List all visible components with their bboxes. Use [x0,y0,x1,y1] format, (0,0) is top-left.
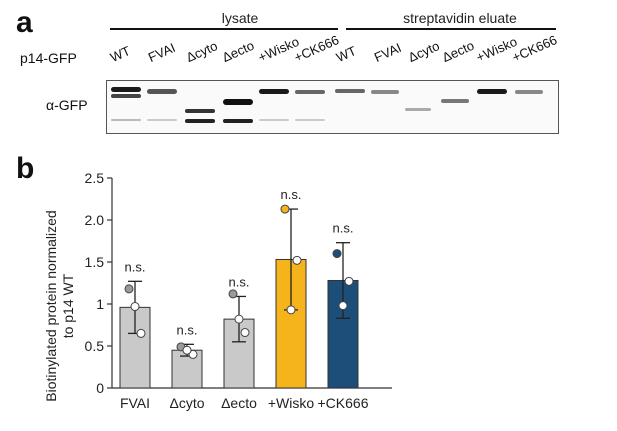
blot-band [259,89,289,94]
data-point [234,314,244,324]
data-point [338,301,348,311]
x-tick-label: +CK666 [318,395,369,411]
blot-band [185,109,215,113]
x-tick-label: FVAI [120,395,150,411]
data-point [344,276,354,286]
blot-band [441,99,469,103]
blot-band [111,87,141,92]
data-point [292,255,302,265]
data-point [332,249,342,259]
lane-label: +CK666 [509,32,560,65]
bar-chart: Biotinylated protein normalized to p14 W… [43,170,392,411]
data-point [280,204,290,214]
data-point [228,289,238,299]
blot-band [223,99,253,105]
y-tick-label: 0 [96,380,104,396]
data-point [240,328,250,338]
panel-b-label: b [16,152,35,185]
group-label-eluate: streptavidin eluate [403,10,517,26]
y-tick-label: 0.5 [85,338,105,354]
lane-label: FVAI [371,39,404,65]
lane-label: WT [107,43,133,65]
lane-label: Δecto [439,37,477,65]
row-label-alpha-gfp: α-GFP [46,97,88,113]
data-point [182,345,192,355]
blot-band [223,119,253,123]
y-axis-label: Biotinylated protein normalized [43,210,59,401]
y-axis-label: to p14 WT [60,273,76,338]
blot-band [185,119,215,123]
lane-label: Δecto [219,37,257,65]
significance-label: n.s. [125,259,146,274]
group-line-eluate [346,28,556,30]
blot-band [295,119,325,121]
group-label-lysate: lysate [221,10,259,26]
y-tick-label: 2.0 [85,212,105,228]
blot-band [405,108,431,111]
blot-band [111,94,141,98]
data-point [136,328,146,338]
significance-label: n.s. [333,221,354,236]
data-point [188,349,198,359]
panel-a-label: a [16,6,33,39]
significance-label: n.s. [281,187,302,202]
row-label-p14-gfp: p14-GFP [20,50,77,66]
x-tick-label: Δcyto [169,395,204,411]
lane-label: Δcyto [183,38,220,65]
lane-label: FVAI [145,39,178,65]
blot-band [147,89,177,94]
data-point [286,305,296,315]
data-point [124,284,134,294]
y-tick-label: 1 [96,296,104,312]
lane-label: Δcyto [405,38,442,65]
significance-label: n.s. [229,274,250,289]
significance-label: n.s. [177,322,198,337]
blot-band [335,89,365,93]
blot-band [477,89,507,94]
blot-band [515,90,543,94]
blot-band [295,90,325,94]
y-tick-label: 2.5 [85,170,105,186]
data-point [130,302,140,312]
western-blot-image [106,80,559,134]
y-tick-label: 1.5 [85,254,105,270]
group-line-lysate [110,28,338,30]
x-tick-label: Δecto [221,395,257,411]
x-tick-label: +Wisko [268,395,315,411]
lane-label: +CK666 [291,32,342,65]
blot-band [371,90,399,94]
blot-band [259,119,289,121]
plot-area: 0 0.5 1 1.5 2.0 2.5 n.s. FVAI n.s. Δcyto n.s. Δecto… [85,170,392,411]
blot-band [111,119,141,121]
blot-band [147,119,177,121]
